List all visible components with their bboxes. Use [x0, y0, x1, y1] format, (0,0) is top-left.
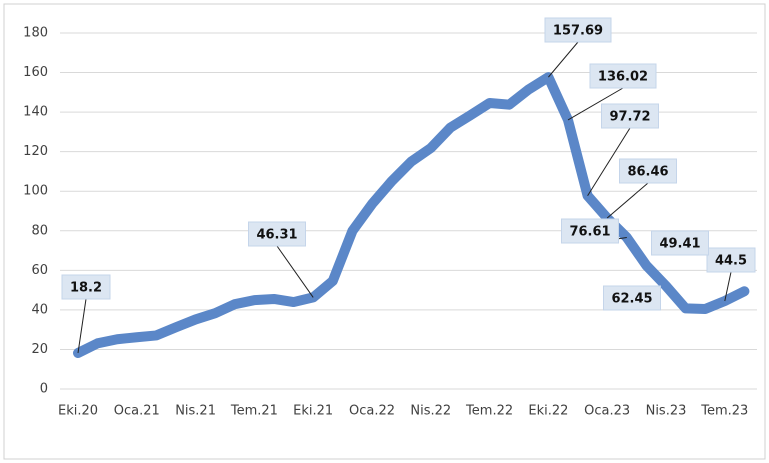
y-tick-label: 160 [23, 65, 48, 80]
value-label: 157.69 [553, 24, 603, 39]
x-tick-label: Oca.21 [114, 404, 160, 419]
leader-line [724, 271, 732, 302]
x-tick-label: Tem.21 [230, 404, 278, 419]
leader-line [606, 182, 649, 219]
x-tick-label: Nis.22 [410, 404, 451, 419]
value-label-box [544, 17, 612, 43]
y-tick-label: 0 [40, 382, 48, 397]
leader-line [548, 41, 579, 78]
y-tick-label: 140 [23, 105, 48, 120]
value-label-box [603, 285, 661, 311]
value-label: 62.45 [611, 292, 652, 307]
x-tick-label: Tem.23 [700, 404, 748, 419]
y-tick-label: 60 [31, 263, 48, 278]
value-label-box [589, 63, 657, 89]
data-line [73, 72, 750, 359]
x-tick-label: Nis.23 [646, 404, 687, 419]
value-label-box [248, 221, 306, 247]
leader-line [77, 298, 87, 354]
x-tick-label: Oca.23 [584, 404, 630, 419]
y-tick-label: 80 [31, 223, 48, 238]
value-label-box [561, 218, 619, 244]
x-tick-label: Eki.20 [58, 404, 98, 419]
value-label: 136.02 [598, 70, 648, 85]
leader-line [567, 87, 624, 121]
y-tick-label: 100 [23, 184, 48, 199]
value-label-box [706, 247, 756, 273]
y-tick-label: 20 [31, 342, 48, 357]
leader-line [587, 127, 631, 196]
value-label: 49.41 [659, 237, 700, 252]
value-label-box [601, 103, 659, 129]
y-tick-label: 40 [31, 302, 48, 317]
value-label-box [619, 158, 677, 184]
x-tick-label: Eki.21 [293, 404, 333, 419]
leader-line [276, 245, 314, 298]
x-tick-label: Tem.22 [465, 404, 513, 419]
value-label: 97.72 [609, 110, 650, 125]
value-label: 18.2 [70, 281, 102, 296]
x-tick-label: Oca.22 [349, 404, 395, 419]
value-label-box [651, 230, 709, 256]
y-tick-label: 180 [23, 26, 48, 41]
value-label: 46.31 [256, 228, 297, 243]
value-label: 76.61 [569, 225, 610, 240]
x-tick-label: Eki.22 [528, 404, 568, 419]
value-label: 44.5 [715, 254, 747, 269]
x-tick-label: Nis.21 [175, 404, 216, 419]
value-label-box [61, 274, 111, 300]
value-label: 86.46 [627, 165, 668, 180]
y-tick-label: 120 [23, 144, 48, 159]
